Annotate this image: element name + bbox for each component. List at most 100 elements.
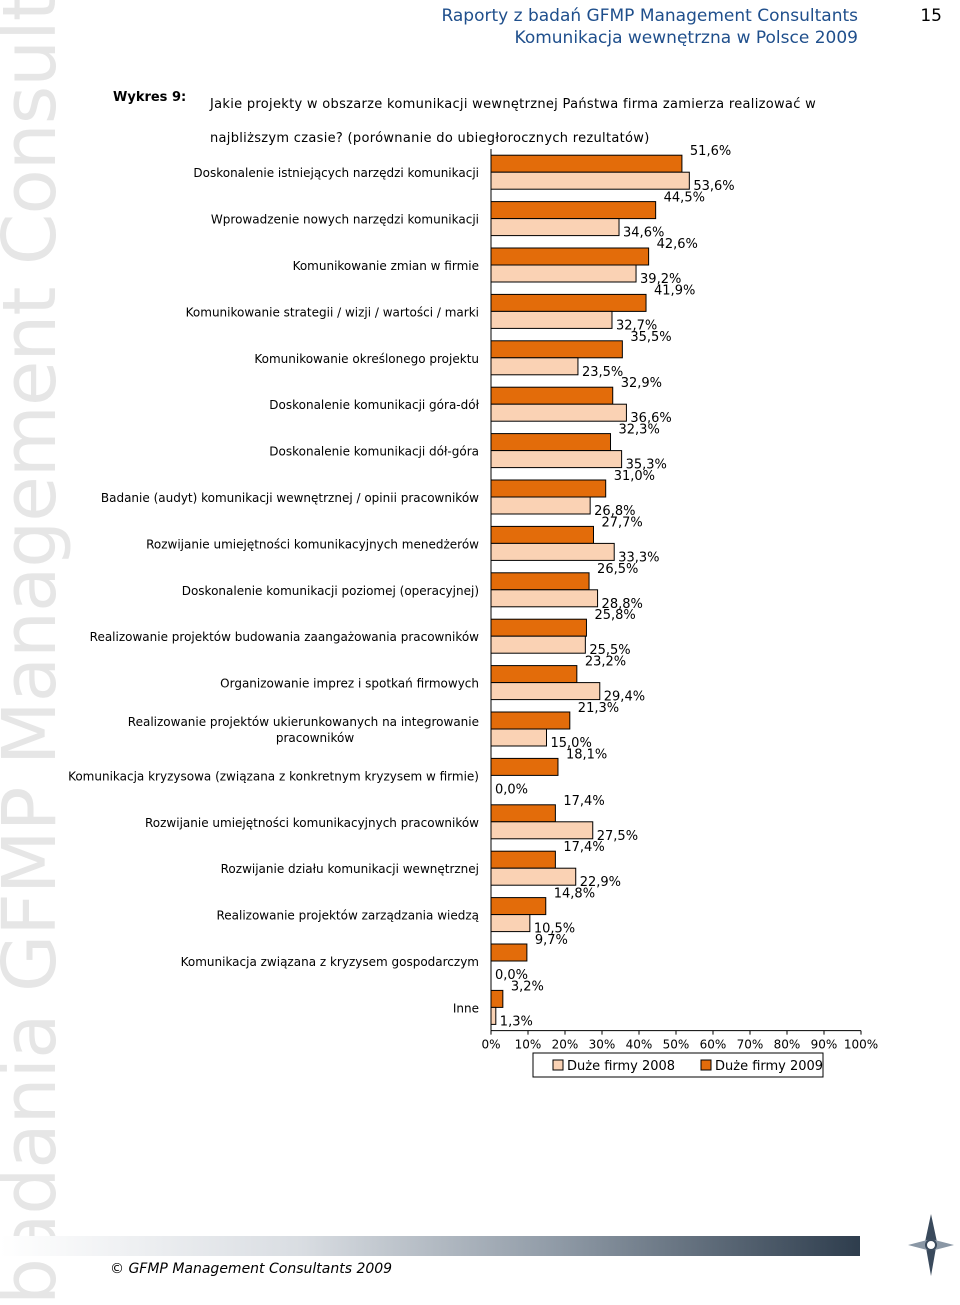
bar-2009: [490, 943, 528, 962]
bar-2008: [490, 403, 627, 422]
data-label-2008: 0,0%: [495, 968, 528, 983]
data-label-2009: 21,3%: [578, 701, 619, 716]
bar-2009: [490, 897, 547, 916]
legend-swatch-2008: [552, 1059, 564, 1071]
bar-2008: [490, 450, 623, 469]
data-label-2009: 26,5%: [597, 562, 638, 577]
category-label: Realizowanie projektów zarządzania wiedz…: [216, 909, 479, 923]
category-label: Komunikowanie zmian w firmie: [293, 259, 479, 273]
bar-2009: [490, 247, 650, 266]
x-tick-label: 80%: [774, 1038, 801, 1052]
bar-2009: [490, 757, 559, 776]
data-label-2008: 26,8%: [594, 504, 635, 519]
bar-2008: [490, 542, 615, 561]
data-label-2008: 35,3%: [626, 458, 667, 473]
data-label-2009: 17,4%: [563, 794, 604, 809]
bar-chart: Doskonalenie istniejących narzędzi komun…: [68, 144, 878, 1078]
header-report-subtitle: Komunikacja wewnętrzna w Polsce 2009: [514, 28, 858, 48]
bar-2008: [490, 1006, 497, 1025]
compass-logo-icon: [908, 1214, 954, 1276]
data-label-2009: 44,5%: [664, 191, 705, 206]
bar-2008: [490, 218, 620, 237]
category-label: Badanie (audyt) komunikacji wewnętrznej …: [101, 491, 479, 505]
category-label: Realizowanie projektów budowania zaangaż…: [90, 630, 480, 644]
bar-2008: [490, 914, 531, 933]
data-label-2009: 23,2%: [585, 655, 626, 670]
x-tick-label: 20%: [552, 1038, 579, 1052]
data-label-2009: 14,8%: [554, 887, 595, 902]
footer-copyright: © GFMP Management Consultants 2009: [110, 1261, 393, 1277]
bar-2008: [490, 635, 586, 654]
bar-2008: [490, 357, 579, 376]
category-label: Komunikacja kryzysowa (związana z konkre…: [68, 769, 479, 783]
data-label-2008: 10,5%: [534, 922, 575, 937]
bar-2009: [490, 293, 647, 312]
data-label-2008: 53,6%: [693, 179, 734, 194]
data-label-2009: 17,4%: [563, 840, 604, 855]
legend-label-2009: Duże firmy 2009: [715, 1059, 823, 1074]
bar-2009: [490, 154, 683, 173]
footer-gradient-bar: [0, 1236, 860, 1256]
category-label: Inne: [453, 1001, 479, 1015]
data-label-2008: 34,6%: [623, 226, 664, 241]
page-number: 15: [920, 6, 942, 26]
data-label-2008: 29,4%: [604, 690, 645, 705]
bar-2009: [490, 618, 587, 637]
bar-2009: [490, 479, 607, 498]
category-label: Rozwijanie działu komunikacji wewnętrzne…: [221, 862, 479, 876]
bar-2009: [490, 711, 571, 730]
bar-2009: [490, 433, 612, 452]
x-tick-label: 50%: [663, 1038, 690, 1052]
bar-2008: [490, 682, 601, 701]
data-label-2009: 32,3%: [619, 423, 660, 438]
data-label-2009: 51,6%: [690, 144, 731, 159]
x-tick-label: 60%: [700, 1038, 727, 1052]
data-label-2009: 27,7%: [601, 515, 642, 530]
category-label: Komunikowanie określonego projektu: [254, 352, 479, 366]
data-label-2009: 35,5%: [630, 330, 671, 345]
bar-2009: [490, 850, 556, 869]
header-report-title: Raporty z badań GFMP Management Consulta…: [441, 6, 858, 26]
figure-title: Jakie projekty w obszarze komunikacji we…: [210, 97, 817, 146]
category-label: Rozwijanie umiejętności komunikacyjnych …: [146, 537, 479, 551]
x-tick-label: 70%: [737, 1038, 764, 1052]
data-label-2009: 18,1%: [566, 747, 607, 762]
x-tick-label: 0%: [481, 1038, 500, 1052]
x-tick-label: 100%: [844, 1038, 878, 1052]
bar-2009: [490, 989, 504, 1008]
data-label-2008: 22,9%: [580, 875, 621, 890]
category-label: Doskonalenie istniejących narzędzi komun…: [193, 166, 479, 180]
bar-2008: [490, 496, 591, 515]
bar-2008: [490, 264, 637, 283]
x-tick-label: 40%: [626, 1038, 653, 1052]
legend-box: [532, 1052, 824, 1078]
bar-2009: [490, 201, 657, 220]
data-label-2008: 39,2%: [640, 272, 681, 287]
data-label-2008: 15,0%: [551, 736, 592, 751]
x-tick-label: 10%: [515, 1038, 542, 1052]
category-label: Organizowanie imprez i spotkań firmowych: [220, 677, 479, 691]
category-label: Doskonalenie komunikacji dół-góra: [269, 445, 479, 459]
legend-label-2008: Duże firmy 2008: [567, 1059, 675, 1074]
category-label: Doskonalenie komunikacji góra-dół: [269, 398, 479, 412]
data-label-2008: 27,5%: [597, 829, 638, 844]
x-tick-label: 90%: [811, 1038, 838, 1052]
bar-2009: [490, 665, 578, 684]
data-label-2008: 1,3%: [500, 1014, 533, 1029]
category-label: Doskonalenie komunikacji poziomej (opera…: [182, 584, 479, 598]
data-label-2009: 32,9%: [621, 376, 662, 391]
data-label-2009: 9,7%: [535, 933, 568, 948]
bar-2009: [490, 572, 590, 591]
data-label-2008: 23,5%: [582, 365, 623, 380]
bar-2008: [490, 867, 577, 886]
category-label: Realizowanie projektów ukierunkowanych n…: [128, 715, 479, 745]
data-label-2008: 28,8%: [602, 597, 643, 612]
data-label-2008: 36,6%: [630, 411, 671, 426]
category-label: Komunikowanie strategii / wizji / wartoś…: [186, 305, 479, 319]
bar-2009: [490, 386, 614, 405]
data-label-2008: 32,7%: [616, 318, 657, 333]
data-label-2009: 41,9%: [654, 283, 695, 298]
bar-2008: [490, 728, 547, 747]
bar-2008: [490, 821, 594, 840]
data-label-2009: 31,0%: [614, 469, 655, 484]
